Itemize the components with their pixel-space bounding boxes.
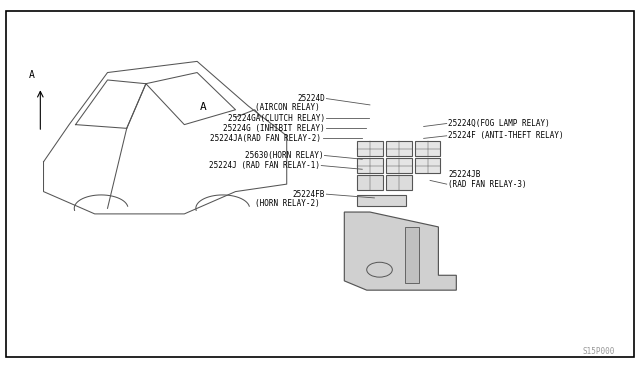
- Text: 25224D: 25224D: [298, 94, 325, 103]
- Text: (HORN RELAY-2): (HORN RELAY-2): [255, 199, 320, 208]
- Bar: [415, 158, 440, 173]
- Text: 25224G (INHIBIT RELAY): 25224G (INHIBIT RELAY): [223, 124, 325, 133]
- Text: 25630(HORN RELAY): 25630(HORN RELAY): [244, 151, 323, 160]
- Text: 25224JA(RAD FAN RELAY-2): 25224JA(RAD FAN RELAY-2): [211, 134, 321, 143]
- Text: 25224J (RAD FAN RELAY-1): 25224J (RAD FAN RELAY-1): [209, 161, 320, 170]
- Text: 25224F (ANTI-THEFT RELAY): 25224F (ANTI-THEFT RELAY): [448, 131, 564, 140]
- Bar: [386, 141, 412, 156]
- Bar: [357, 195, 406, 206]
- Bar: [386, 175, 412, 190]
- Bar: [357, 141, 383, 156]
- Bar: [415, 141, 440, 156]
- Text: A: A: [200, 102, 207, 112]
- Text: S15P000: S15P000: [582, 347, 614, 356]
- Text: 25224JB: 25224JB: [448, 170, 481, 179]
- Text: (RAD FAN RELAY-3): (RAD FAN RELAY-3): [448, 180, 527, 189]
- Text: (AIRCON RELAY): (AIRCON RELAY): [255, 103, 320, 112]
- Bar: [357, 175, 383, 190]
- Bar: [386, 158, 412, 173]
- Bar: [357, 158, 383, 173]
- Polygon shape: [344, 212, 456, 290]
- Text: A: A: [29, 70, 35, 80]
- Bar: [405, 227, 419, 283]
- Text: 25224Q(FOG LAMP RELAY): 25224Q(FOG LAMP RELAY): [448, 119, 550, 128]
- Text: 25224FB: 25224FB: [292, 190, 325, 199]
- Text: 25224GA(CLUTCH RELAY): 25224GA(CLUTCH RELAY): [228, 114, 325, 123]
